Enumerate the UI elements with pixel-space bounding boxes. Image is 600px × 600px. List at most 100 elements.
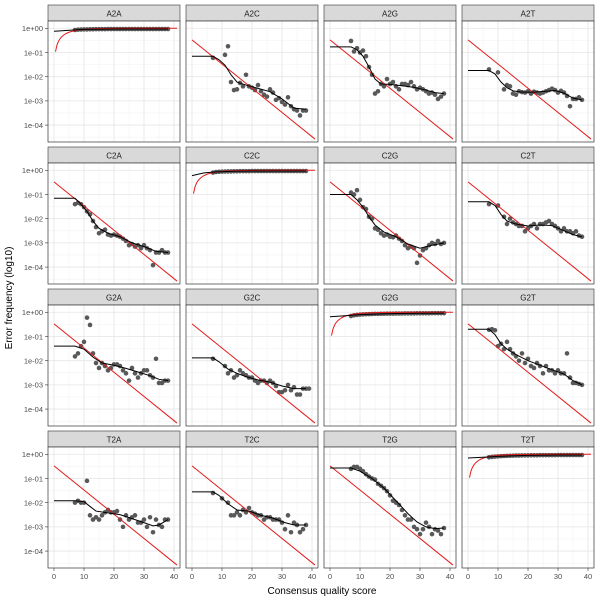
panel-data-layer bbox=[191, 465, 316, 566]
data-point bbox=[567, 103, 573, 109]
data-point bbox=[492, 328, 498, 333]
data-point bbox=[552, 371, 558, 376]
facet-strip-label: T2G bbox=[382, 436, 398, 445]
data-point bbox=[435, 528, 441, 533]
data-point bbox=[402, 513, 408, 518]
data-point bbox=[144, 524, 150, 530]
data-point bbox=[516, 358, 522, 363]
data-point bbox=[279, 99, 285, 105]
data-point bbox=[507, 84, 513, 89]
facet-strip-label: A2A bbox=[106, 10, 122, 19]
data-point bbox=[561, 226, 567, 231]
facet-panel-C2G: C2G bbox=[323, 146, 457, 285]
data-point bbox=[579, 382, 585, 388]
data-point bbox=[99, 513, 105, 518]
panel-border bbox=[47, 20, 181, 143]
data-point bbox=[435, 238, 441, 244]
fitted-error-line bbox=[468, 328, 583, 386]
facet-strip-label: G2C bbox=[244, 294, 261, 303]
nominal-error-line bbox=[329, 39, 454, 140]
data-point bbox=[306, 386, 312, 391]
y-tick-label: 1e-04 bbox=[24, 263, 43, 272]
data-point bbox=[234, 87, 240, 92]
panel-data-layer bbox=[53, 181, 178, 282]
facet-strip-label: T2T bbox=[521, 436, 535, 445]
nominal-error-line bbox=[53, 465, 178, 566]
fitted-error-line bbox=[329, 312, 445, 318]
nominal-error-line bbox=[467, 39, 592, 140]
x-tick-label: 40 bbox=[308, 572, 316, 581]
data-point bbox=[531, 365, 537, 371]
nominal-error-line bbox=[329, 181, 454, 282]
data-point bbox=[93, 360, 99, 366]
data-point bbox=[360, 48, 366, 53]
data-point bbox=[84, 315, 90, 320]
data-point bbox=[507, 216, 513, 221]
y-tick-label: 1e+00 bbox=[22, 308, 43, 317]
panel-border bbox=[185, 162, 319, 285]
x-tick-label: 0 bbox=[190, 572, 194, 581]
facet-strip-label: G2G bbox=[382, 294, 399, 303]
data-point bbox=[135, 375, 141, 380]
fitted-error-line bbox=[54, 197, 169, 254]
fitted-error-line bbox=[330, 46, 445, 95]
fitted-error-line bbox=[53, 28, 168, 32]
x-tick-label: 20 bbox=[248, 572, 256, 581]
data-point bbox=[225, 371, 231, 376]
facet-panel-C2T: C2T bbox=[461, 146, 595, 285]
y-tick-label: 1e-04 bbox=[24, 121, 43, 130]
data-point bbox=[564, 351, 570, 356]
data-point bbox=[348, 38, 354, 44]
facet-strip-label: G2A bbox=[106, 294, 123, 303]
facet-strip-label: T2C bbox=[244, 436, 259, 445]
data-point bbox=[87, 322, 93, 328]
data-point bbox=[390, 79, 396, 85]
y-tick-label: 1e-01 bbox=[24, 332, 43, 341]
fitted-error-line bbox=[54, 345, 169, 382]
data-point bbox=[522, 360, 528, 366]
x-tick-label: 40 bbox=[446, 572, 454, 581]
data-point bbox=[513, 92, 519, 98]
data-point bbox=[75, 351, 81, 356]
y-tick-label: 1e-03 bbox=[24, 239, 43, 248]
data-point bbox=[363, 53, 369, 59]
fitted-error-line bbox=[467, 454, 582, 459]
panel-data-layer bbox=[467, 39, 592, 140]
data-point bbox=[153, 356, 159, 362]
facet-panel-C2A: C2A 1e+00 1e-01 1e-02 1e-03 1e-04 bbox=[22, 146, 181, 285]
y-tick-label: 1e-03 bbox=[24, 523, 43, 532]
panel-border bbox=[461, 20, 595, 143]
data-point bbox=[267, 87, 273, 92]
y-tick-label: 1e-02 bbox=[24, 498, 43, 507]
data-point bbox=[150, 262, 156, 268]
facet-panel-T2C: T2C 0 10 20 30 40 bbox=[185, 430, 319, 581]
y-tick-label: 1e-03 bbox=[24, 97, 43, 106]
facet-strip-label: C2C bbox=[244, 152, 260, 161]
fitted-error-line bbox=[192, 491, 306, 526]
data-point bbox=[96, 517, 102, 522]
data-point bbox=[504, 339, 510, 345]
data-point bbox=[120, 368, 126, 373]
data-point bbox=[228, 79, 234, 85]
fitted-error-line bbox=[192, 357, 306, 390]
facet-panel-A2A: A2A 1e+00 1e-01 1e-02 1e-03 1e-04 bbox=[22, 4, 181, 143]
data-point bbox=[351, 49, 357, 54]
data-point bbox=[522, 229, 528, 234]
data-point bbox=[144, 368, 150, 373]
y-tick-label: 1e-04 bbox=[24, 547, 43, 556]
data-point bbox=[576, 95, 582, 100]
nominal-error-line bbox=[329, 465, 454, 566]
data-point bbox=[432, 92, 438, 98]
data-point bbox=[282, 102, 288, 107]
panel-border bbox=[47, 304, 181, 427]
nominal-error-line bbox=[191, 323, 316, 424]
facet-strip-label: G2T bbox=[520, 294, 536, 303]
nominal-error-line bbox=[191, 465, 316, 566]
panel-data-layer bbox=[53, 26, 177, 52]
data-point bbox=[408, 517, 414, 522]
data-point bbox=[231, 513, 237, 518]
data-point bbox=[123, 371, 129, 376]
facet-panel-A2G: A2G bbox=[323, 4, 457, 143]
x-tick-label: 10 bbox=[356, 572, 364, 581]
